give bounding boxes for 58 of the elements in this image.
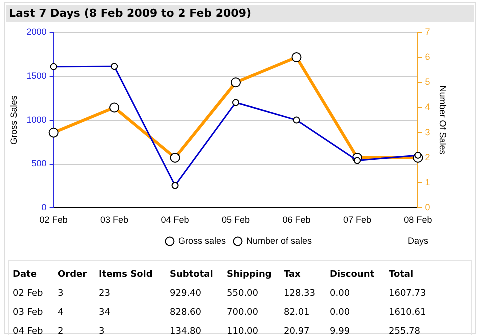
legend-label: Number of sales <box>246 236 313 246</box>
x-tick-label: 05 Feb <box>222 215 250 226</box>
text: Items Sold <box>99 268 154 282</box>
y2-tick-label: 0 <box>425 202 430 213</box>
text: 9.99 <box>330 326 352 335</box>
text: 20.97 <box>284 326 311 335</box>
text: 02 Feb <box>13 288 44 300</box>
x-tick-label: 07 Feb <box>343 215 372 226</box>
text: 110.00 <box>227 326 260 335</box>
text: 4 <box>58 306 65 320</box>
text: 3 <box>99 326 106 335</box>
text: 700.00 <box>227 306 260 320</box>
text: Order <box>58 268 88 282</box>
text: Tax <box>284 268 302 282</box>
x-tick-label: 06 Feb <box>282 215 311 226</box>
text: 1607.73 <box>389 288 428 300</box>
y-tick-label: 500 <box>32 158 47 169</box>
text: 34 <box>99 306 112 320</box>
y2-tick-label: 4 <box>425 102 430 112</box>
text: 3 <box>58 288 65 300</box>
y-tick-label: 2000 <box>26 26 47 37</box>
text: Total <box>389 268 415 282</box>
text: 828.60 <box>170 306 202 320</box>
text: 03 Feb <box>13 306 44 320</box>
x-tick-label: 03 Feb <box>100 215 129 226</box>
text: 04 Feb <box>13 326 44 335</box>
text: Shipping <box>227 268 273 282</box>
text: 929.40 <box>170 288 202 300</box>
text: 134.80 <box>170 326 202 335</box>
y2-tick-label: 1 <box>425 178 430 188</box>
text: 82.01 <box>284 306 311 320</box>
y2-axis-title: Number Of Sales <box>438 86 448 156</box>
y2-tick-label: 3 <box>425 127 430 138</box>
text: 0.00 <box>330 288 352 300</box>
text: Discount <box>330 268 376 282</box>
text: 1610.61 <box>389 306 428 320</box>
y-tick-label: 0 <box>42 202 47 213</box>
text: 2 <box>58 326 65 335</box>
x-tick-label: 02 Feb <box>40 215 68 226</box>
y2-tick-label: 5 <box>425 77 430 88</box>
text: Date <box>13 268 38 282</box>
x-tick-label: 04 Feb <box>161 215 190 226</box>
text: 550.00 <box>227 288 260 300</box>
text: 0.00 <box>330 306 352 320</box>
y2-tick-label: 2 <box>425 152 430 162</box>
text: Subtotal <box>170 268 214 282</box>
legend-label: Gross sales <box>178 236 226 246</box>
text: 128.33 <box>284 288 316 300</box>
text: 23 <box>99 288 112 300</box>
x-tick-label: 08 Feb <box>404 215 432 226</box>
chart-title: Last 7 Days (8 Feb 2009 to 2 Feb 2009) <box>6 5 474 22</box>
y-tick-label: 1500 <box>26 70 47 81</box>
y-tick-label: 1000 <box>26 114 47 125</box>
x-axis-title: Days <box>408 236 429 246</box>
y-axis-title: Gross Sales <box>8 95 19 145</box>
text: 255.78 <box>389 326 422 335</box>
y2-tick-label: 6 <box>425 52 430 62</box>
y2-tick-label: 7 <box>425 26 430 37</box>
